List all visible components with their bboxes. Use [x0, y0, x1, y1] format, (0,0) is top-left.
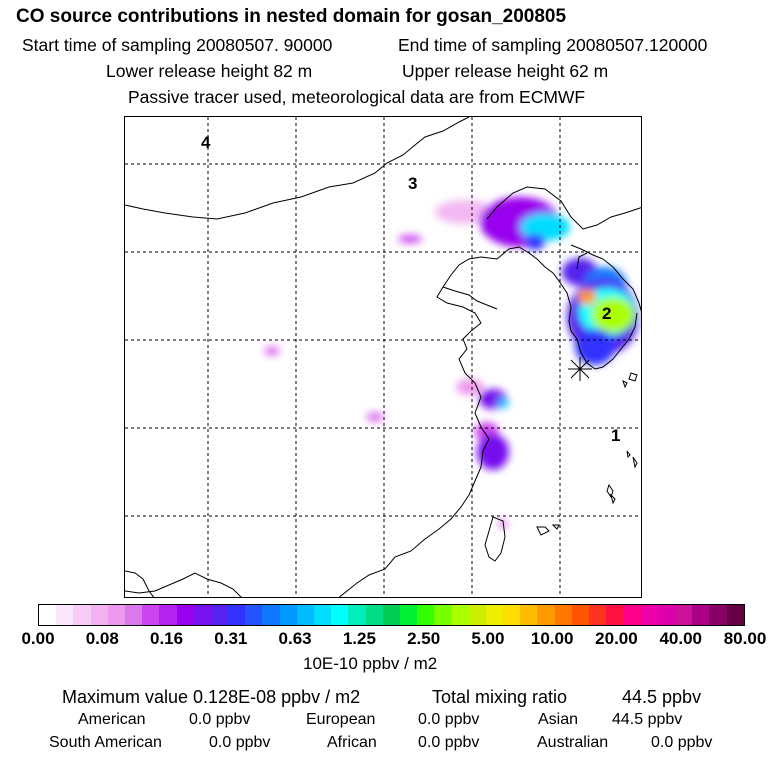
source-name-european: European [306, 711, 376, 728]
colorbar-swatch [657, 605, 675, 625]
source-value-asian: 44.5 ppbv [612, 711, 683, 728]
colorbar-swatch [468, 605, 486, 625]
colorbar-swatch [107, 605, 125, 625]
colorbar-swatch [623, 605, 641, 625]
colorbar-swatch [485, 605, 504, 625]
colorbar-swatch [73, 605, 91, 625]
source-name-american: American [78, 711, 146, 728]
colorbar-swatch [726, 605, 744, 625]
map-canvas [125, 117, 641, 597]
colorbar-tick-label: 2.50 [407, 629, 441, 648]
colorbar-swatch [417, 605, 435, 625]
colorbar-swatch [90, 605, 108, 625]
tracer-note: Passive tracer used, meteorological data… [128, 87, 586, 107]
colorbar-swatch [451, 605, 469, 625]
colorbar-tick-label: 5.00 [471, 629, 505, 648]
colorbar-swatch [245, 605, 263, 625]
colorbar-swatch [434, 605, 452, 625]
colorbar-tick-label: 0.08 [85, 629, 119, 648]
region-label-2: 2 [602, 304, 612, 323]
colorbar [38, 604, 745, 626]
colorbar-swatch [210, 605, 229, 625]
colorbar-swatch [262, 605, 280, 625]
colorbar-swatch [159, 605, 177, 625]
coastlines [125, 117, 641, 597]
colorbar-swatch [56, 605, 74, 625]
colorbar-swatch [228, 605, 246, 625]
source-value-african: 0.0 ppbv [418, 734, 480, 751]
colorbar-swatch [296, 605, 314, 625]
colorbar-swatch [520, 605, 538, 625]
colorbar-tick-label: 0.63 [278, 629, 312, 648]
colorbar-swatch [193, 605, 211, 625]
colorbar-swatch [692, 605, 710, 625]
colorbar-swatch [571, 605, 589, 625]
total-mixing-value: 44.5 ppbv [622, 687, 702, 707]
colorbar-swatch [279, 605, 297, 625]
colorbar-tick-label: 0.00 [21, 629, 55, 648]
colorbar-swatch [503, 605, 521, 625]
colorbar-swatch [348, 605, 366, 625]
source-value-european: 0.0 ppbv [418, 711, 480, 728]
figure-title: CO source contributions in nested domain… [16, 6, 567, 27]
colorbar-swatch [589, 605, 607, 625]
colorbar-tick-label: 80.00 [723, 629, 767, 648]
colorbar-swatch [674, 605, 693, 625]
source-value-american: 0.0 ppbv [189, 711, 251, 728]
colorbar-swatch [399, 605, 418, 625]
total-mixing-label: Total mixing ratio [432, 687, 568, 707]
colorbar-swatch [124, 605, 143, 625]
region-label-3: 3 [408, 174, 418, 193]
colorbar-swatch [176, 605, 194, 625]
colorbar-swatch [554, 605, 572, 625]
colorbar-unit: 10E-10 ppbv / m2 [303, 654, 438, 673]
colorbar-swatch [365, 605, 383, 625]
end-time-label: End time of sampling 20080507.120000 [398, 35, 708, 55]
colorbar-swatch [709, 605, 727, 625]
colorbar-tick-label: 10.00 [530, 629, 574, 648]
colorbar-swatch [314, 605, 332, 625]
colorbar-swatch [39, 605, 57, 625]
colorbar-swatch [537, 605, 555, 625]
colorbar-swatch [640, 605, 658, 625]
region-label-4: 4 [201, 133, 211, 152]
colorbar-swatch [382, 605, 400, 625]
source-name-south-american: South American [49, 734, 162, 751]
source-name-african: African [327, 734, 377, 751]
colorbar-swatch [142, 605, 160, 625]
source-name-asian: Asian [538, 711, 579, 728]
colorbar-tick-label: 0.16 [149, 629, 184, 648]
max-value-label: Maximum value 0.128E-08 ppbv / m2 [62, 687, 361, 707]
colorbar-tick-label: 0.31 [214, 629, 248, 648]
upper-release-label: Upper release height 62 m [402, 61, 609, 81]
source-value-south-american: 0.0 ppbv [209, 734, 271, 751]
colorbar-tick-label: 20.00 [595, 629, 638, 648]
colorbar-swatch [331, 605, 349, 625]
lat-lon-grid [125, 117, 641, 597]
colorbar-swatch [606, 605, 624, 625]
lower-release-label: Lower release height 82 m [106, 61, 313, 81]
colorbar-tick-label: 1.25 [342, 629, 376, 648]
region-label-1: 1 [611, 426, 621, 445]
colorbar-tick-label: 40.00 [659, 629, 702, 648]
source-name-australian: Australian [537, 734, 609, 751]
map-panel: 4 3 2 1 [124, 116, 642, 598]
source-value-australian: 0.0 ppbv [651, 734, 713, 751]
start-time-label: Start time of sampling 20080507. 90000 [22, 35, 333, 55]
concentration-field [264, 197, 639, 529]
receptor-marker [568, 357, 592, 381]
